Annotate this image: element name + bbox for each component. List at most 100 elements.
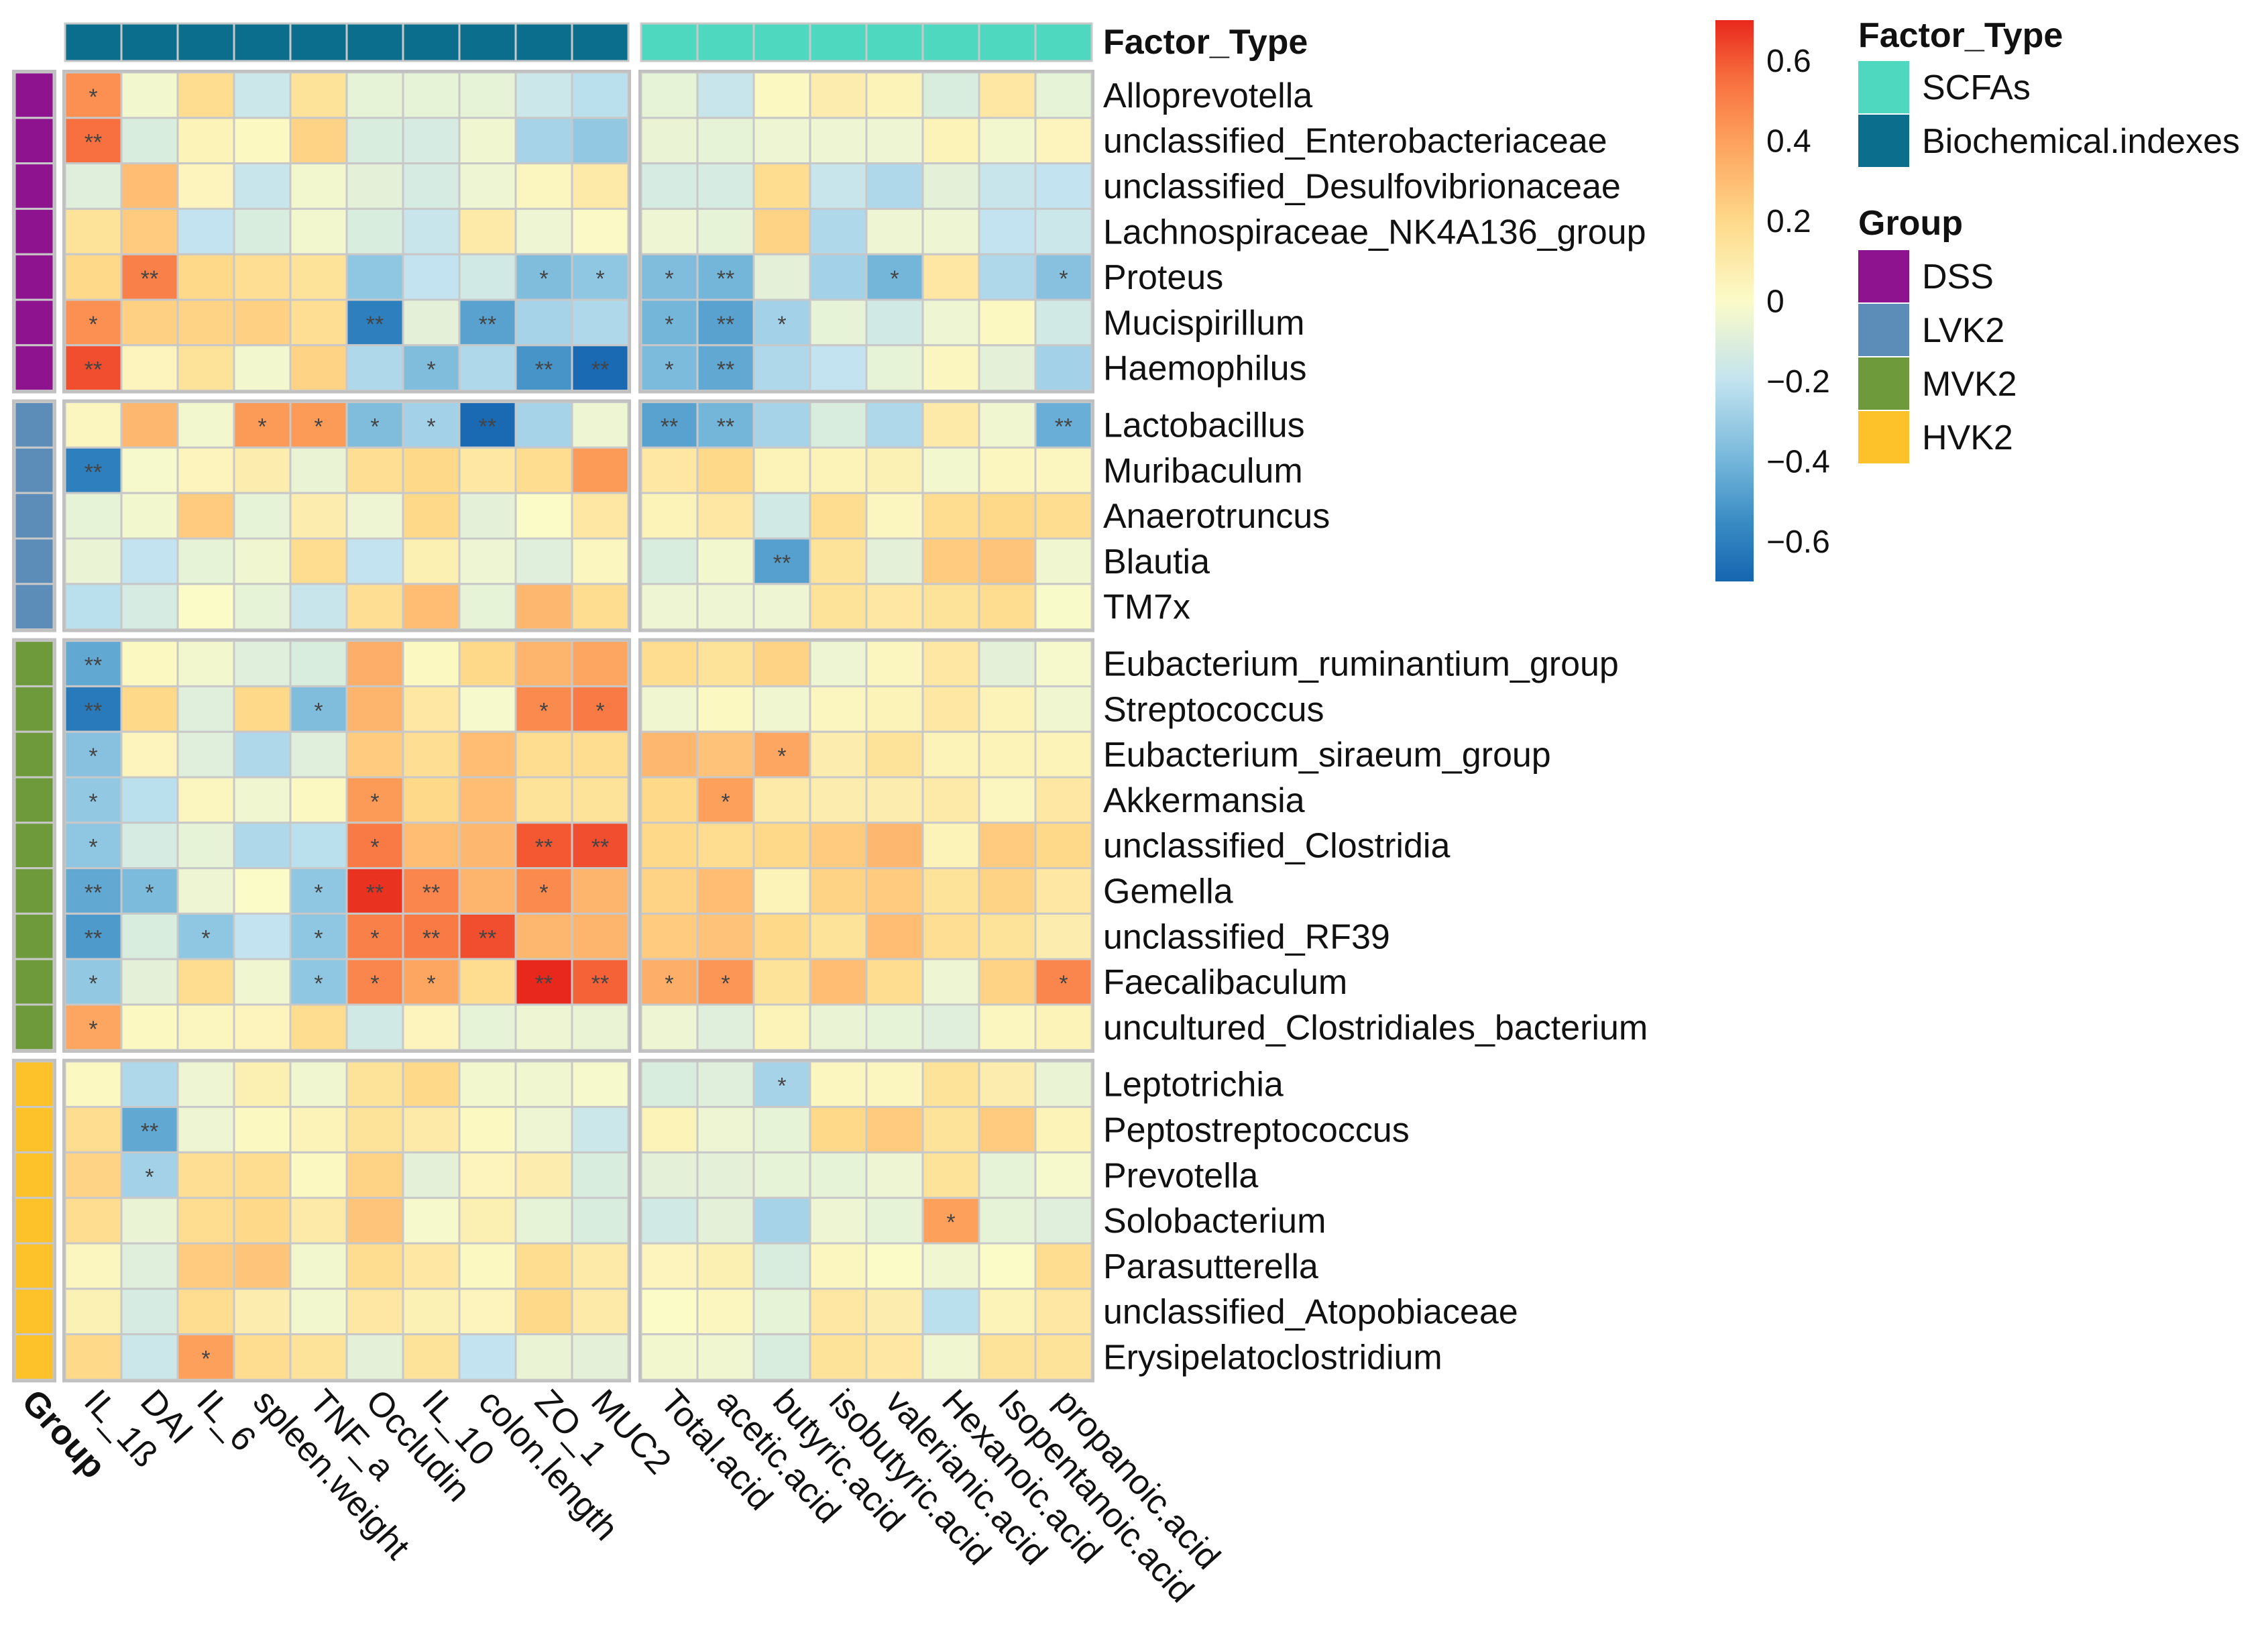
heatmap-cell: [233, 640, 292, 687]
heatmap-cell: [233, 822, 292, 870]
heatmap-cell: [571, 117, 630, 165]
heatmap-cell: [571, 1242, 630, 1290]
heatmap-cell: [640, 822, 699, 870]
significance-mark: *: [370, 835, 379, 860]
factor-type-cell: [921, 22, 980, 62]
group-annotation-cell: [13, 537, 55, 585]
row-label: unclassified_Clostridia: [1103, 827, 1450, 866]
heatmap-cell: [458, 776, 517, 824]
row-label: Prevotella: [1103, 1156, 1258, 1195]
significance-mark: *: [89, 84, 97, 110]
heatmap-cell: [865, 446, 924, 494]
heatmap-cell: [345, 1003, 404, 1052]
row-label: unclassified_RF39: [1103, 917, 1390, 956]
row-label: unclassified_Enterobacteriaceae: [1103, 122, 1607, 161]
colorbar-tick-label: 0.2: [1766, 204, 1811, 239]
heatmap-cell: [1034, 1242, 1093, 1290]
heatmap-cell: [1034, 867, 1093, 915]
heatmap-cell: [921, 1151, 980, 1199]
significance-mark: **: [84, 459, 102, 485]
heatmap-cell: [809, 207, 868, 256]
row-label: unclassified_Desulfovibrionaceae: [1103, 168, 1621, 207]
significance-mark: **: [366, 881, 384, 906]
heatmap-cell: [176, 1003, 235, 1052]
heatmap-cell: [978, 776, 1037, 824]
significance-mark: **: [717, 357, 734, 383]
heatmap-cell: [640, 117, 699, 165]
group-block-frame: [12, 1058, 56, 1383]
heatmap-cell: [120, 730, 179, 779]
heatmap-cell: [571, 912, 630, 960]
heatmap-cell: [865, 492, 924, 540]
heatmap-cell: [1034, 162, 1093, 210]
heatmap-cell: [64, 492, 123, 540]
heatmap-cell: [696, 162, 755, 210]
heatmap-cell: [978, 253, 1037, 301]
heatmap-cell: [289, 537, 348, 585]
heatmap-cell: [696, 1106, 755, 1153]
heatmap-cell: [458, 1333, 517, 1381]
heatmap-cell: [176, 685, 235, 733]
heatmap-cell: [458, 1196, 517, 1245]
heatmap-cell: [345, 583, 404, 631]
heatmap-cell: [176, 958, 235, 1006]
legend-swatch: [1858, 115, 1909, 167]
heatmap-cell: [752, 1288, 811, 1336]
heatmap-cell: [289, 1106, 348, 1153]
heatmap-cell: [176, 298, 235, 347]
heatmap-cell: [120, 1003, 179, 1052]
heatmap-cell: [921, 298, 980, 347]
heatmap-cell: [289, 492, 348, 540]
factor-type-cell: [865, 22, 924, 62]
heatmap-cell: [640, 1333, 699, 1381]
heatmap-cell: [571, 822, 630, 870]
group-annotation-cell: [13, 730, 55, 779]
heatmap-cell: [345, 1106, 404, 1153]
heatmap-cell: [176, 344, 235, 392]
significance-mark: *: [777, 744, 786, 769]
heatmap-cell: [696, 685, 755, 733]
row-label: Gemella: [1103, 872, 1233, 911]
heatmap-cell: [640, 1003, 699, 1052]
heatmap-cell: [978, 867, 1037, 915]
heatmap-cell: [978, 640, 1037, 687]
heatmap-cell: [752, 1333, 811, 1381]
heatmap-cell: [458, 207, 517, 256]
heatmap-cell: [696, 1288, 755, 1336]
heatmap-cell: [120, 583, 179, 631]
heatmap-cell: [809, 1003, 868, 1052]
significance-mark: **: [141, 1119, 158, 1145]
heatmap-cell: [921, 401, 980, 449]
heatmap-cells: ***** * * * ** * ** ** ** * ** *** * ** ** * *** * * * ** ** *…: [62, 70, 1094, 1383]
heatmap-cell: [345, 685, 404, 733]
heatmap-cell: [458, 117, 517, 165]
heatmap-cell: [921, 207, 980, 256]
heatmap-cell: [640, 1242, 699, 1290]
heatmap-cell: [752, 583, 811, 631]
group-annotation-cell: [13, 776, 55, 824]
heatmap-cell: [345, 537, 404, 585]
heatmap-cell: [402, 492, 461, 540]
row-label: Proteus: [1103, 258, 1223, 297]
heatmap-cell: [514, 640, 573, 687]
heatmap-cell: [921, 71, 980, 119]
heatmap-cell: [978, 912, 1037, 960]
factor-type-cell: [233, 22, 292, 62]
legend-item-label: LVK2: [1922, 311, 2004, 350]
heatmap-cell: [696, 117, 755, 165]
heatmap-cell: [752, 912, 811, 960]
heatmap-cell: [176, 492, 235, 540]
heatmap-cell: [402, 1333, 461, 1381]
group-annotation-cell: [13, 1106, 55, 1153]
heatmap-cell: [696, 71, 755, 119]
heatmap-cell: [696, 446, 755, 494]
heatmap-cell: [233, 207, 292, 256]
heatmap-cell: [64, 1288, 123, 1336]
significance-mark: *: [596, 266, 604, 292]
heatmap-cell: [1034, 685, 1093, 733]
block-frame: [638, 638, 1094, 1053]
group-annotation-cell: [13, 958, 55, 1006]
heatmap-cell: [809, 1060, 868, 1109]
heatmap-cell: [571, 1151, 630, 1199]
factor-type-cell: [640, 22, 699, 62]
